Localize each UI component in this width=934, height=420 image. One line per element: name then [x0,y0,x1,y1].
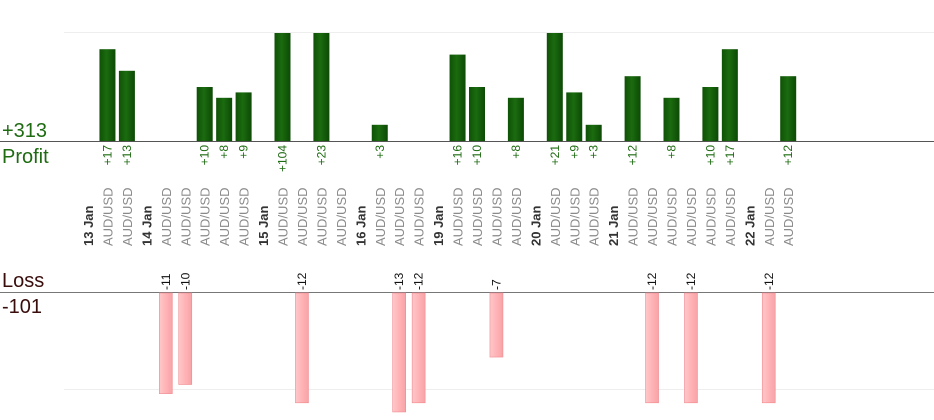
profit-value-label: +16 [451,145,465,166]
profit-bar [507,97,524,141]
profit-bar [780,76,797,141]
profit-bar [313,33,330,141]
profit-value-label: +12 [781,145,795,166]
loss-bar [645,292,659,404]
pair-label: AUD/USD [762,187,777,246]
profit-value-label: +21 [548,145,562,166]
profit-value-label: +13 [120,145,134,166]
pair-label: AUD/USD [567,187,582,246]
pair-label: AUD/USD [276,187,291,246]
loss-value-label: -12 [762,272,776,290]
profit-value-label: +10 [703,145,717,166]
date-label: 22 Jan [742,205,757,246]
loss-label: Loss [2,270,45,292]
date-label: 19 Jan [431,205,446,246]
pair-label: AUD/USD [178,187,193,246]
date-label: 15 Jan [256,205,271,246]
loss-value-label: -11 [159,273,173,290]
pair-label: AUD/USD [334,187,349,246]
profit-value-label: +10 [470,145,484,166]
profit-bar [274,33,291,141]
pair-label: AUD/USD [217,187,232,246]
loss-bar [489,292,504,358]
profit-bar [449,54,466,141]
pair-label: AUD/USD [509,187,524,246]
pair-label: AUD/USD [684,187,699,246]
pair-label: AUD/USD [314,187,329,246]
date-label: 14 Jan [139,205,154,246]
profit-value-label: +23 [314,145,328,166]
profit-value-label: +10 [198,145,212,166]
date-label: 20 Jan [528,205,543,246]
profit-value-label: +17 [100,145,114,166]
profit-bar [469,87,485,141]
profit-value-label: +8 [217,145,231,159]
loss-value-label: -12 [645,272,659,290]
loss-value-label: -7 [489,279,503,290]
profit-label: Profit [2,146,49,168]
loss-value-label: -12 [684,272,698,290]
profit-value-label: +8 [509,145,523,159]
profit-value-label: +3 [587,145,601,159]
pair-label: AUD/USD [703,187,718,246]
profit-value-label: +9 [567,145,581,159]
pair-label: AUD/USD [548,187,563,246]
pair-label: AUD/USD [237,187,252,246]
pair-label: AUD/USD [723,187,738,246]
loss-bar [684,292,698,404]
profit-bar [624,76,641,141]
pair-label: AUD/USD [373,187,388,246]
pair-label: AUD/USD [665,187,680,246]
pair-label: AUD/USD [100,187,115,246]
profit-value-label: +3 [373,145,387,159]
pair-label: AUD/USD [198,187,213,246]
profit-bar [546,33,563,141]
loss-bar [295,292,309,404]
profit-bar [566,92,583,141]
loss-bar [159,292,173,394]
pair-label: AUD/USD [295,187,310,246]
pair-label: AUD/USD [781,187,796,246]
profit-total: +313 [2,120,48,142]
pair-label: AUD/USD [159,187,174,246]
pair-label: AUD/USD [645,187,660,246]
profit-bar [585,124,602,141]
pair-label: AUD/USD [451,187,466,246]
pair-label: AUD/USD [412,187,427,246]
profit-bar [216,97,233,141]
loss-total: -101 [2,296,43,318]
pair-label: AUD/USD [470,187,485,246]
profit-bar [371,124,388,141]
pair-label: AUD/USD [626,187,641,246]
profit-value-label: +9 [237,145,251,159]
loss-bar [392,292,407,413]
profit-bar [118,70,135,141]
profit-value-label: +17 [723,145,737,166]
profit-bar [663,97,680,141]
pair-label: AUD/USD [587,187,602,246]
loss-bar [761,292,776,404]
loss-value-label: -13 [392,272,406,290]
profit-value-label: +12 [626,145,640,166]
date-label: 21 Jan [606,205,621,246]
loss-bar [411,292,426,404]
date-label: 16 Jan [353,205,368,246]
profit-bar [721,49,738,142]
loss-value-label: -12 [412,272,426,290]
loss-value-label: -10 [178,272,192,290]
profit-bar [196,87,213,141]
pair-label: AUD/USD [120,187,135,246]
pair-label: AUD/USD [489,187,504,246]
loss-value-label: -12 [295,272,309,290]
profit-bar [235,92,252,141]
date-label: 13 Jan [81,205,96,246]
profit-value-label: +104 [276,145,290,172]
loss-bar [178,292,193,385]
profit-value-label: +8 [665,145,679,159]
profit-bar [702,87,719,141]
pair-label: AUD/USD [392,187,407,246]
profit-bar [99,49,116,142]
